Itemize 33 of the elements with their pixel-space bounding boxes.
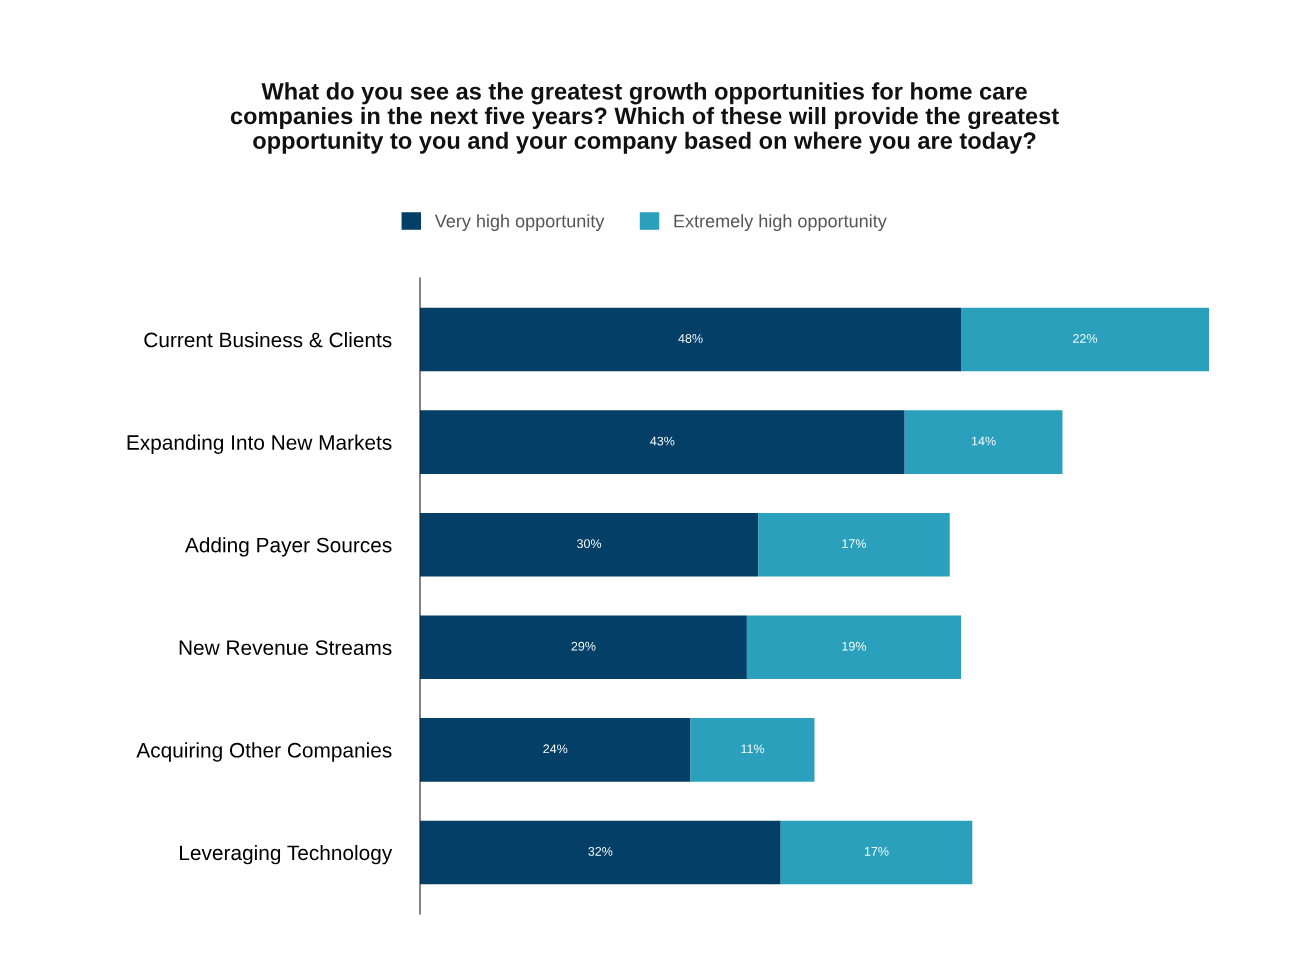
y-tick-label: New Revenue Streams (179, 640, 392, 656)
data-label: 17% (864, 847, 889, 856)
bar (758, 512, 950, 577)
bar (904, 410, 1063, 474)
data-label: 14% (972, 436, 996, 446)
data-label: 22% (1073, 334, 1098, 343)
y-tick-label: Acquiring Other Companies (136, 742, 392, 762)
bar (420, 512, 759, 577)
legend-label: Extremely high opportunity (674, 214, 887, 232)
bar (420, 410, 905, 474)
bar (420, 718, 691, 782)
legend-label: Very high opportunity (434, 214, 605, 232)
y-tick-label: Expanding Into New Markets (127, 434, 392, 454)
bar (420, 307, 962, 372)
data-label: 30% (577, 539, 602, 549)
data-label: 43% (650, 436, 675, 446)
data-label: 48% (678, 334, 703, 343)
bar (690, 718, 815, 782)
data-label: 32% (588, 846, 613, 856)
y-tick-label: Leveraging Technology (180, 844, 393, 865)
y-tick-label: Adding Payer Sources (184, 537, 392, 557)
bar (961, 307, 1209, 372)
data-label: 19% (842, 641, 867, 651)
bar (780, 820, 973, 885)
bar (746, 615, 962, 680)
bar (420, 615, 747, 680)
data-label: 17% (842, 539, 867, 549)
data-label: 11% (741, 744, 765, 754)
data-label: 29% (571, 641, 596, 651)
chart-title: What do you see as the greatest growth opportunities for home care companies in the next five years? Which of these will provide the greatest opportunity to you and your company based on where you are today? (230, 82, 1059, 154)
bar (420, 820, 781, 885)
y-tick-label: Current Business & Clients (144, 332, 392, 348)
data-label: 24% (543, 744, 568, 754)
